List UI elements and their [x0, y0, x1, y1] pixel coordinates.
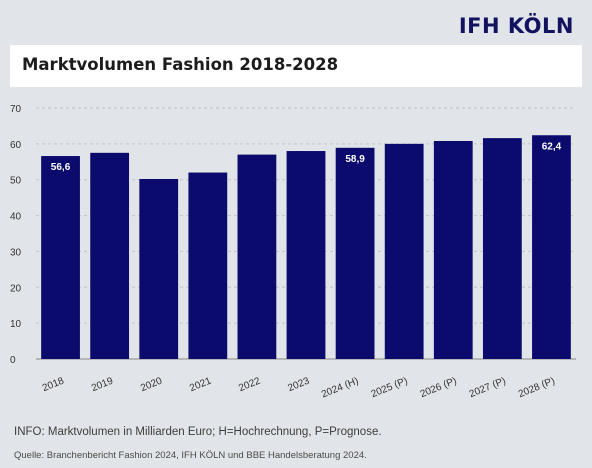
info-note: INFO: Marktvolumen in Milliarden Euro; H… — [14, 426, 382, 438]
title-box: Marktvolumen Fashion 2018-2028 — [10, 45, 582, 87]
bar — [433, 140, 473, 359]
brand-logo: IFH KÖLN — [458, 14, 574, 38]
x-tick-label: 2026 (P) — [419, 376, 459, 401]
bar — [139, 178, 179, 359]
bar — [482, 138, 522, 359]
y-tick-label: 70 — [10, 104, 22, 115]
bar-chart: 0 10 20 30 40 50 60 70 56,6 2018 2019 2020 2021 2022 2… — [10, 104, 576, 401]
chart-title: Marktvolumen Fashion 2018-2028 — [22, 55, 339, 74]
bar — [384, 143, 424, 359]
bar — [90, 152, 130, 359]
x-tick-label: 2018 — [41, 375, 66, 394]
y-tick-label: 30 — [10, 247, 22, 258]
x-tick-label: 2028 (P) — [517, 376, 557, 401]
y-tick-label: 20 — [10, 283, 22, 294]
bar — [41, 156, 80, 359]
data-label: 62,4 — [542, 141, 562, 152]
bar — [532, 135, 571, 359]
x-tick-label: 2021 — [188, 375, 213, 394]
bar — [335, 147, 375, 359]
source-note: Quelle: Branchenbericht Fashion 2024, IF… — [14, 450, 367, 461]
x-tick-label: 2025 (P) — [370, 376, 410, 401]
x-tick-label: 2022 — [237, 375, 262, 394]
bar — [237, 154, 277, 359]
y-tick-label: 50 — [10, 176, 22, 187]
y-tick-label: 40 — [10, 212, 22, 223]
x-tick-label: 2020 — [139, 375, 164, 394]
data-label: 56,6 — [51, 162, 71, 173]
x-tick-label: 2023 — [286, 375, 311, 394]
y-tick-label: 60 — [10, 140, 22, 151]
data-label: 58,9 — [345, 154, 365, 165]
y-tick-label: 0 — [10, 355, 16, 366]
bar — [188, 172, 228, 359]
y-tick-label: 10 — [10, 319, 22, 330]
x-tick-label: 2019 — [90, 375, 115, 394]
bar — [286, 151, 326, 359]
x-tick-label: 2027 (P) — [468, 376, 508, 401]
x-tick-label: 2024 (H) — [320, 376, 360, 401]
